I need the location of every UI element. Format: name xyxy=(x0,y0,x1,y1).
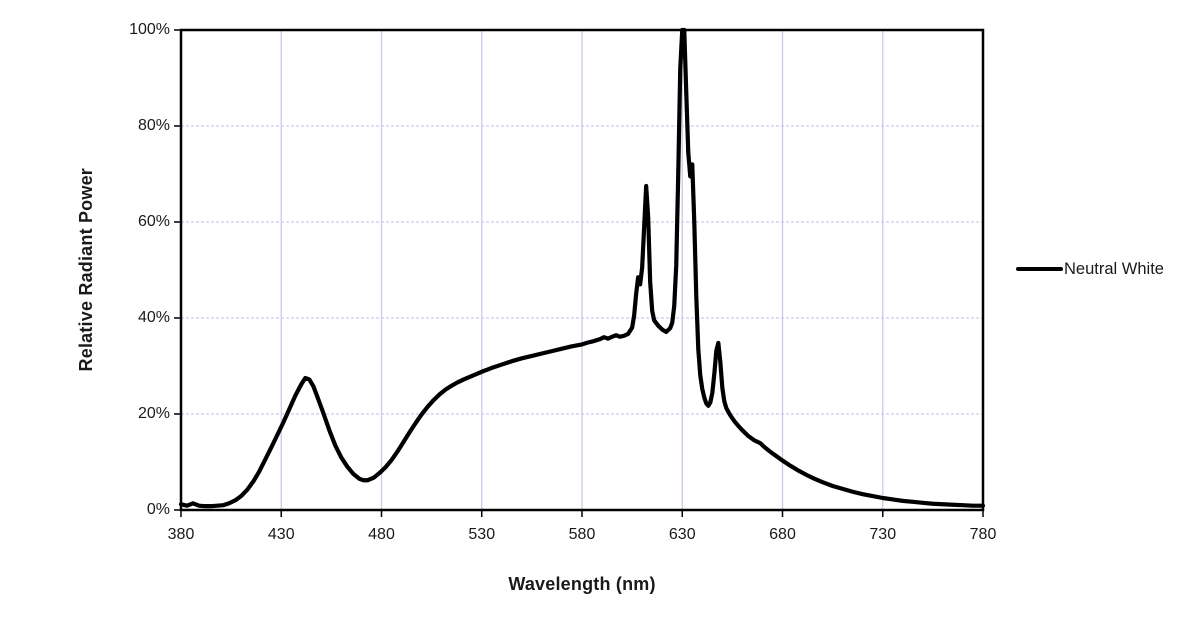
y-axis-tick-labels: 0% 20% 40% 60% 80% 100% xyxy=(0,21,170,518)
x-tick-label: 480 xyxy=(368,526,395,543)
y-tick-label: 60% xyxy=(137,213,170,230)
x-tick-label: 780 xyxy=(969,526,997,543)
plot-canvas xyxy=(174,27,986,517)
x-tick-label: 530 xyxy=(468,526,496,543)
x-tick-label: 680 xyxy=(769,526,796,543)
y-tick-label: 40% xyxy=(137,309,170,326)
x-tick-label: 730 xyxy=(869,526,897,543)
y-tick-label: 0% xyxy=(146,501,170,518)
x-tick-label: 630 xyxy=(668,526,696,543)
x-tick-label: 380 xyxy=(167,526,195,543)
y-tick-label: 20% xyxy=(137,405,170,422)
legend-series-label: Neutral White xyxy=(1064,259,1164,278)
y-tick-label: 100% xyxy=(129,21,170,38)
x-axis-title: Wavelength (nm) xyxy=(508,574,656,594)
plot-area xyxy=(174,27,986,517)
legend-line-icon xyxy=(1016,267,1063,271)
x-tick-label: 430 xyxy=(267,526,295,543)
legend: Neutral White xyxy=(1016,257,1164,281)
y-tick-label: 80% xyxy=(137,117,170,134)
x-tick-label: 580 xyxy=(568,526,596,543)
x-axis-tick-labels: 380 430 480 530 580 630 680 730 780 xyxy=(168,510,997,550)
